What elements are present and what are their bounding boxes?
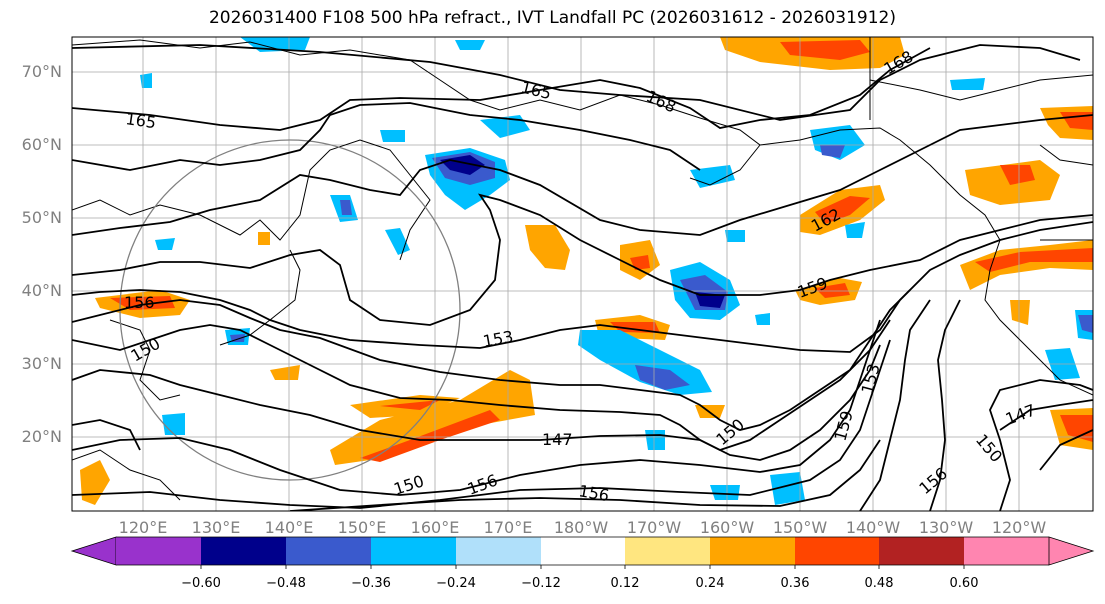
ivt-shading xyxy=(80,37,1093,505)
colorbar-tick-label: 0.24 xyxy=(695,576,725,591)
colorbar-segment xyxy=(710,537,795,565)
contour-label: 165 xyxy=(124,109,157,132)
colorbar-tick-label: −0.12 xyxy=(521,576,561,591)
lon-label: 150°W xyxy=(772,518,828,537)
lat-label: 70°N xyxy=(21,62,62,81)
lon-label: 120°W xyxy=(991,518,1047,537)
colorbar-min-extension xyxy=(70,536,117,566)
lon-label: 170°E xyxy=(483,518,533,537)
contour-label: 147 xyxy=(542,430,573,449)
lon-label: 170°W xyxy=(626,518,682,537)
colorbar-segment xyxy=(201,537,286,565)
colorbar-segment xyxy=(116,537,201,565)
coastlines xyxy=(72,37,1093,501)
colorbar-segment xyxy=(286,537,371,565)
colorbar-segment xyxy=(456,537,541,565)
colorbar-segment xyxy=(964,537,1049,565)
colorbar xyxy=(70,536,1095,569)
colorbar-tick-label: −0.36 xyxy=(351,576,391,591)
contour-label: 156 xyxy=(124,293,155,312)
colorbar-tick-label: 0.36 xyxy=(780,576,810,591)
map-title: 2026031400 F108 500 hPa refract., IVT La… xyxy=(208,8,896,28)
lat-label: 60°N xyxy=(21,135,62,154)
lon-label: 140°E xyxy=(264,518,314,537)
colorbar-segment xyxy=(625,537,710,565)
gridlines xyxy=(72,37,1093,511)
colorbar-tick-label: −0.24 xyxy=(436,576,476,591)
lon-label: 160°W xyxy=(699,518,755,537)
lon-label: 160°E xyxy=(410,518,460,537)
lat-label: 30°N xyxy=(21,354,62,373)
colorbar-segment xyxy=(371,537,456,565)
lon-label: 120°E xyxy=(118,518,168,537)
colorbar-tick-label: 0.12 xyxy=(610,576,640,591)
colorbar-tick-label: 0.48 xyxy=(864,576,894,591)
height-contours xyxy=(72,44,1093,511)
colorbar-segment xyxy=(541,537,625,565)
colorbar-tick-label: 0.60 xyxy=(949,576,979,591)
colorbar-tick-label: −0.48 xyxy=(266,576,306,591)
map-frame xyxy=(72,37,1093,511)
colorbar-segment xyxy=(879,537,964,565)
lon-label: 180°W xyxy=(553,518,609,537)
lat-label: 50°N xyxy=(21,208,62,227)
colorbar-segment xyxy=(795,537,879,565)
lat-label: 20°N xyxy=(21,427,62,446)
colorbar-max-extension xyxy=(1048,536,1095,566)
colorbar-tick-label: −0.60 xyxy=(181,576,221,591)
lon-label: 130°E xyxy=(191,518,241,537)
lon-label: 150°E xyxy=(337,518,387,537)
lon-label: 130°W xyxy=(918,518,974,537)
lat-label: 40°N xyxy=(21,281,62,300)
lon-label: 140°W xyxy=(845,518,901,537)
